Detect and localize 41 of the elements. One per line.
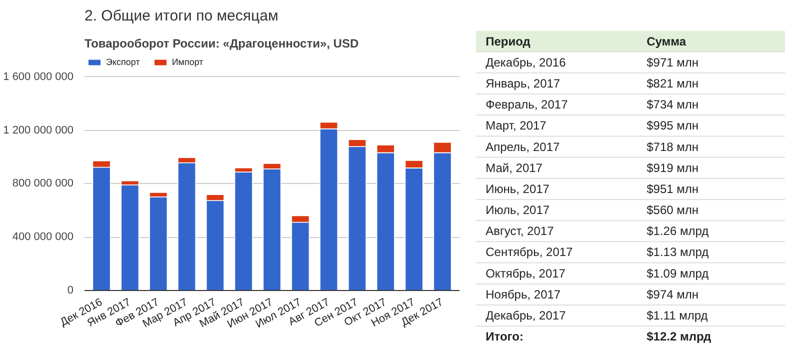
- text: $1.13 млрд: [646, 245, 709, 260]
- text: $995 млн: [646, 118, 699, 133]
- text: $971 млн: [646, 55, 699, 70]
- text: $821 млн: [646, 76, 699, 90]
- text: $919 млн: [646, 160, 699, 175]
- text: Октябрь, 2017: [486, 266, 566, 280]
- text: Ноябрь, 2017: [486, 287, 561, 302]
- text: Итого:: [486, 330, 524, 344]
- text: Август, 2017: [486, 224, 554, 238]
- text: Июнь, 2017: [486, 182, 550, 196]
- y-tick-label: 1 600 000 000: [3, 70, 74, 83]
- text: Март, 2017: [486, 118, 547, 133]
- text: $1.11 млрд: [646, 308, 708, 323]
- legend-label: Экспорт: [106, 57, 140, 67]
- y-tick-label: 800 000 000: [12, 178, 74, 190]
- bar: [234, 172, 253, 290]
- y-tick-label: 400 000 000: [12, 231, 74, 244]
- text: $974 млн: [646, 287, 699, 302]
- text: $951 млн: [646, 182, 699, 196]
- text: Период: [486, 34, 531, 48]
- text: Сумма: [646, 34, 686, 48]
- text: Январь, 2017: [486, 76, 560, 90]
- text: $560 млн: [646, 203, 699, 218]
- text: Май, 2017: [486, 160, 543, 175]
- text: 2. Общие итоги по месяцам: [84, 8, 278, 24]
- text: Декабрь, 2017: [486, 308, 566, 323]
- text: $718 млн: [646, 140, 699, 154]
- text: Сентябрь, 2017: [486, 245, 574, 260]
- text: Декабрь, 2016: [486, 55, 566, 70]
- bar: [120, 184, 140, 290]
- text: $12.2 млрд: [646, 330, 712, 344]
- text: $1.26 млрд: [646, 224, 709, 238]
- text: Апрель, 2017: [486, 140, 560, 154]
- text: Февраль, 2017: [486, 98, 568, 112]
- text: $1.09 млрд: [646, 266, 709, 280]
- y-tick-label: 0: [67, 284, 74, 296]
- text: $734 млн: [646, 98, 699, 112]
- text: Июль, 2017: [486, 203, 550, 218]
- legend-label: Импорт: [172, 57, 204, 67]
- y-tick-label: 1 200 000 000: [3, 124, 74, 136]
- chart-title: Товарооборот России: «Драгоценности», USD: [84, 36, 359, 50]
